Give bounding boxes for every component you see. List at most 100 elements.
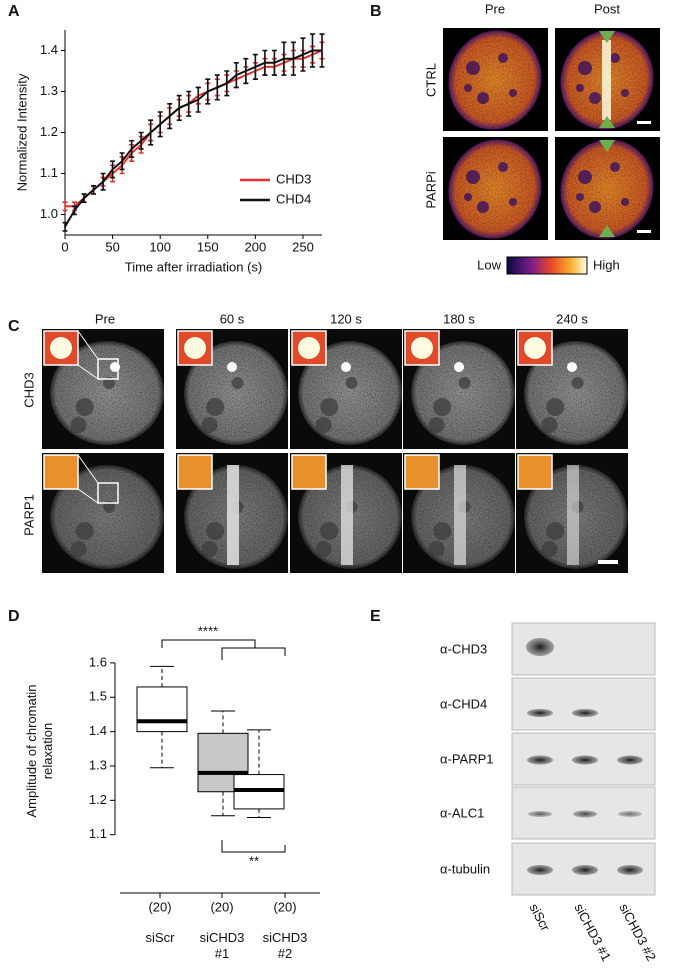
band: [572, 865, 598, 875]
nucleolus: [201, 541, 218, 557]
band: [617, 865, 643, 875]
zoom-lines: [77, 330, 99, 380]
nucleolus: [433, 522, 452, 540]
nucleolus: [464, 193, 472, 201]
bright-spot: [227, 362, 237, 372]
inset-spot: [184, 337, 206, 359]
colorbar: [506, 256, 588, 275]
y-tick-label: 1.3: [40, 83, 58, 98]
band: [618, 811, 642, 817]
inset: [43, 454, 79, 490]
nucleolus: [578, 61, 592, 75]
nucleolus: [428, 541, 445, 557]
nucleus: [448, 30, 542, 130]
damage-stripe: [567, 465, 579, 565]
blot-strip: [511, 677, 656, 731]
panel-label: D: [8, 608, 20, 625]
band: [527, 755, 553, 765]
scale-bar: [637, 230, 651, 233]
blot-row-label: α-ALC1: [440, 805, 484, 820]
box-plot: 1.11.21.31.41.51.6(20) (20) (20)******: [89, 623, 320, 914]
y-tick-label: 1.4: [89, 723, 107, 738]
zoom-box: [97, 482, 119, 504]
row-label: CTRL: [423, 63, 438, 97]
y-tick-label: 1.3: [89, 757, 107, 772]
inset-spot: [50, 337, 72, 359]
nucleolus: [70, 541, 87, 557]
panel-label: C: [8, 318, 20, 335]
panel-label: A: [8, 3, 20, 20]
line-chart: 1.0 1.1 1.2 1.3 1.4 0 50 100 150 200 250 Time after…: [14, 30, 325, 274]
nucleolus: [206, 398, 225, 416]
nucleolus: [546, 398, 565, 416]
bracket: [221, 840, 286, 853]
nucleolus: [498, 162, 508, 172]
arrowhead: [599, 116, 615, 128]
panel-label: B: [370, 3, 382, 20]
x-tick-label: 200: [245, 239, 267, 254]
microscopy-images: Pre 60 s 120 s 180 s 240 s: [42, 311, 628, 573]
y-tick-label: 1.1: [89, 826, 107, 841]
nucleolus: [610, 53, 620, 63]
lane-label: siCHD3 #2: [616, 901, 659, 964]
nucleolus: [466, 61, 480, 75]
nucleolus: [546, 522, 565, 540]
band: [527, 709, 553, 717]
bright-spot: [567, 362, 577, 372]
y-axis-label: Normalized Intensity: [14, 73, 29, 191]
y-tick-label: 1.6: [89, 654, 107, 669]
y-tick-label: 1.2: [40, 124, 58, 139]
inset: [517, 454, 553, 490]
y-tick-label: 1.0: [40, 206, 58, 221]
blot-row-label: α-CHD3: [440, 641, 487, 656]
colorbar-label: Low: [477, 257, 501, 272]
band: [572, 709, 598, 717]
nucleolus: [576, 84, 584, 92]
x-tick-label: siCHD3 #2: [262, 930, 308, 961]
nucleolus: [75, 522, 94, 540]
nucleolus: [589, 201, 601, 213]
damage-stripe: [341, 465, 353, 565]
inset-spot: [524, 337, 546, 359]
nucleolus: [433, 398, 452, 416]
band: [617, 755, 643, 765]
nucleolus: [576, 193, 584, 201]
scale-bar: [598, 560, 618, 564]
row-label: CHD3: [21, 372, 36, 407]
damage-stripe: [602, 40, 611, 120]
line: [65, 49, 323, 208]
inset: [404, 454, 440, 490]
band: [526, 638, 554, 656]
x-tick-label: 250: [292, 239, 314, 254]
row-label: PARPi: [423, 171, 438, 208]
colorbar-label: High: [593, 257, 620, 272]
y-tick-label: 1.5: [89, 689, 107, 704]
inset-spot: [411, 337, 433, 359]
nucleolus: [70, 417, 87, 433]
blot-row-label: α-tubulin: [440, 861, 490, 876]
significance: ****: [198, 623, 218, 638]
x-axis-label: Time after irradiation (s): [125, 259, 263, 274]
band: [573, 810, 597, 818]
nucleolus: [621, 89, 629, 97]
nucleolus: [428, 417, 445, 433]
zoom-lines: [77, 454, 99, 504]
zoom-box: [97, 358, 119, 380]
band: [528, 811, 552, 817]
nucleolus: [201, 417, 218, 433]
arrowhead: [599, 31, 615, 43]
lane-label: siCHD3 #1: [571, 901, 614, 964]
nucleus: [448, 139, 542, 239]
nucleolus: [589, 92, 601, 104]
nucleolus: [571, 377, 584, 389]
arrowhead: [599, 140, 615, 152]
nucleolus: [541, 541, 558, 557]
nucleolus: [477, 92, 489, 104]
y-tick-label: 1.4: [40, 42, 58, 57]
n-label: (20): [210, 899, 233, 914]
nucleolus: [509, 89, 517, 97]
nucleolus: [610, 162, 620, 172]
nucleolus: [541, 417, 558, 433]
box: [136, 686, 188, 733]
